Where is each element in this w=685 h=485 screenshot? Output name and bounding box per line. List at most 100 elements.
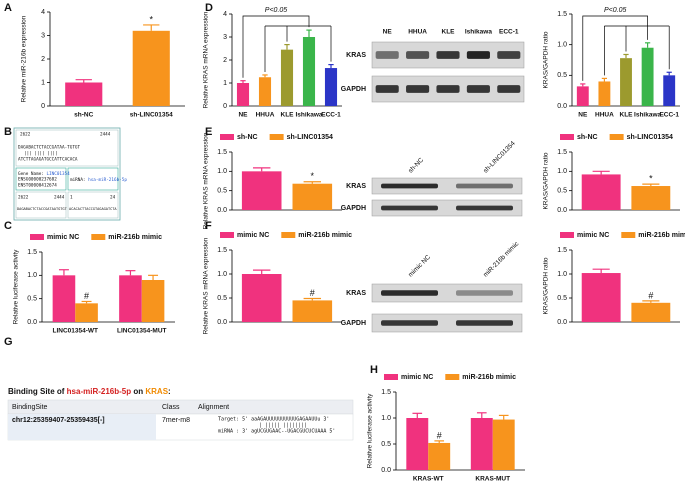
blot-band [381, 205, 438, 211]
blot-band [456, 183, 513, 189]
blot-membrane [371, 313, 523, 333]
error-bar [476, 412, 487, 418]
bar [641, 47, 654, 106]
bar-chart: 0 1 2 3 4 Relative miR-216b expression * sh-NC s… [21, 9, 185, 119]
bar [65, 82, 103, 106]
error-bar [592, 170, 610, 175]
x-tick-label: KRAS-MUT [475, 476, 510, 483]
y-tick-label: 0.5 [381, 441, 391, 448]
western-blot: KRAS GAPDH sh-NC sh-LINC01354 [341, 140, 523, 217]
y-tick-label: 0.5 [27, 296, 37, 303]
legend-label: miR-216b mimic [108, 234, 162, 241]
significance-label: * [149, 14, 153, 24]
gene-link[interactable]: LINC01354 [46, 171, 70, 177]
legend-label: sh-NC [237, 134, 258, 141]
x-tick-label: ECC-1 [321, 112, 341, 119]
error-bar [434, 440, 445, 443]
sequence: DAGABACTCTACCGATAATGTGT [17, 207, 68, 211]
y-tick-label: 0.5 [557, 295, 567, 302]
bar [141, 280, 165, 322]
y-tick-label: 1.0 [27, 272, 37, 279]
header-cell[interactable]: Alignment [198, 404, 229, 411]
diagram-box [15, 167, 67, 191]
y-axis-label: KRAS/GAPDH ratio [543, 152, 550, 209]
gene-id[interactable]: ENST00000412674 [18, 183, 57, 189]
sequence: ACACACTTACCGTAGAGATCTA [69, 207, 117, 211]
y-axis-label: Relative luciferase activity [13, 249, 20, 325]
bar [470, 418, 493, 470]
bar-chart: 0.0 0.5 1.0 1.5 KRAS/GAPDH ratio NE HHUA KLE Ish… [543, 7, 680, 119]
diagram-box [15, 191, 67, 219]
title-gene: KRAS [145, 387, 168, 396]
error-bar [592, 268, 610, 274]
bar [428, 442, 451, 470]
y-tick-label: 2 [41, 56, 45, 63]
bar [576, 86, 589, 106]
blot-band [456, 290, 513, 296]
bar [406, 418, 429, 470]
y-tick-label: 0.5 [557, 188, 567, 195]
legend-label: sh-LINC01354 [627, 134, 673, 141]
bar [75, 303, 98, 322]
cell: chr12:25359407-25359435[-] [12, 417, 105, 424]
error-bar [642, 300, 660, 303]
x-tick-label: NE [238, 112, 248, 119]
bar-chart: 0.0 0.5 1.0 1.5 Relative luciferase activity… [13, 234, 175, 335]
gene-id[interactable]: ENSG00000237682 [18, 177, 57, 183]
y-tick-label: 1.5 [217, 149, 227, 156]
bar-chart: 0.0 0.5 1.0 1.5 Relative KRAS mRNA expressio… [203, 132, 342, 229]
blot-lane-label: NE [383, 29, 393, 36]
error-bar [666, 71, 672, 76]
bar [492, 419, 515, 470]
title-mirna: hsa-miR-216b-5p [67, 387, 132, 396]
blot-row-label: KRAS [346, 183, 366, 190]
panel-label: B [4, 126, 12, 138]
x-tick-label: HHUA [256, 112, 275, 119]
error-bar [642, 183, 660, 187]
significance-label: # [648, 290, 653, 300]
gene-info: Gene Name: LINC01354 [18, 171, 70, 177]
blot-membrane [371, 283, 523, 303]
blot-lane-label: sh-NC [407, 156, 425, 174]
y-tick-label: 1.0 [557, 168, 567, 175]
y-tick-label: 1.5 [217, 247, 227, 254]
legend-swatch [384, 374, 398, 380]
x-tick-label: sh-LINC01354 [130, 112, 173, 119]
error-bar [58, 269, 69, 276]
legend-label: mimic NC [577, 232, 609, 239]
panel-label: E [205, 126, 212, 138]
y-tick-label: 1.0 [557, 271, 567, 278]
alignment-pairs: | ||||| |||||||| [259, 423, 307, 429]
alignment-target: Target: 5' aaAGAUUUUUUUUUUGAGAAUUu 3' [218, 417, 329, 423]
header-cell[interactable]: Class [162, 404, 180, 411]
bar-chart: 0 1 2 3 4 Relative KRAS mRNA expression NE HHUA… [203, 7, 342, 119]
panel-labels: A B C D E F G H [4, 2, 378, 376]
significance-label: # [437, 430, 442, 440]
bar [241, 274, 282, 322]
error-bar [240, 80, 246, 83]
binding-diagram: 2622 2444 DAGABACTCTACCGATAA-TGTGT ||| |… [13, 127, 127, 221]
error-bar [303, 181, 322, 184]
y-tick-label: 2 [223, 57, 227, 64]
error-bar [306, 29, 312, 37]
legend-swatch [269, 134, 284, 140]
mirna-name[interactable]: hsa-miR-216b-5p [88, 177, 127, 183]
seq-end: 24 [110, 195, 116, 201]
bar [292, 300, 333, 322]
western-blot: KRAS GAPDH NE HHUA KLE Ishikawa ECC-1 [341, 29, 525, 103]
header-cell[interactable]: BindingSite [12, 404, 48, 411]
y-axis-label: Relative miR-216b expression [21, 15, 28, 102]
error-bar [498, 414, 509, 420]
legend-swatch [220, 232, 234, 238]
y-tick-label: 0.0 [27, 319, 37, 326]
bar [581, 273, 621, 322]
y-tick-label: 0 [41, 103, 45, 110]
bar [292, 183, 333, 210]
bar [598, 81, 611, 106]
error-bar [412, 412, 423, 418]
blot-band [406, 51, 430, 59]
alignment-mirna: miRNA : 3' agUCGUGAAC--UGACGUCUCUAAA 5' [218, 429, 335, 435]
seq-end: 2444 [54, 195, 65, 201]
legend-swatch [220, 134, 234, 140]
